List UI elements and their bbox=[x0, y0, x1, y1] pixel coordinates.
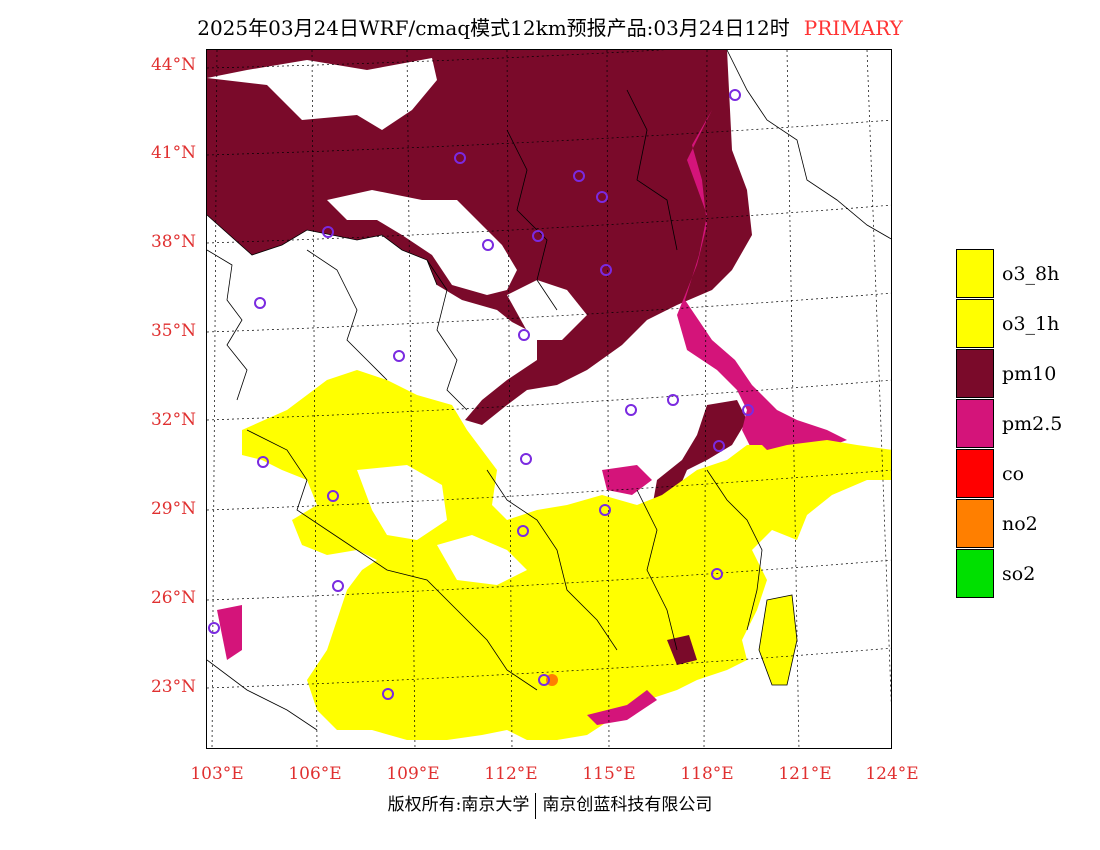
lon-label-109: 109°E bbox=[386, 764, 440, 784]
station-marker bbox=[254, 297, 266, 309]
lon-label-106: 106°E bbox=[288, 764, 342, 784]
lat-label-44: 44°N bbox=[150, 55, 196, 75]
lat-label-32: 32°N bbox=[150, 410, 196, 430]
legend-swatch bbox=[956, 299, 994, 348]
legend-swatch bbox=[956, 499, 994, 548]
station-marker bbox=[532, 230, 544, 242]
lon-label-115: 115°E bbox=[582, 764, 636, 784]
station-marker bbox=[518, 329, 530, 341]
station-marker bbox=[711, 568, 723, 580]
station-marker bbox=[327, 490, 339, 502]
station-marker bbox=[667, 394, 679, 406]
legend-item-o3-8h: o3_8h bbox=[956, 249, 1100, 299]
legend-label: pm2.5 bbox=[1002, 413, 1063, 435]
pm10-patch-south bbox=[667, 635, 697, 665]
lat-label-29: 29°N bbox=[150, 499, 196, 519]
legend-item-pm10: pm10 bbox=[956, 349, 1100, 399]
lon-label-112: 112°E bbox=[484, 764, 538, 784]
clear-gap-5 bbox=[437, 535, 527, 585]
graticule bbox=[207, 50, 891, 748]
station-marker bbox=[599, 504, 611, 516]
title-text: 2025年03月24日WRF/cmaq模式12km预报产品:03月24日12时 bbox=[197, 16, 790, 40]
station-marker bbox=[573, 170, 585, 182]
map-panel bbox=[206, 49, 892, 749]
lon-label-124: 124°E bbox=[865, 764, 919, 784]
legend-label: pm10 bbox=[1002, 363, 1057, 385]
lon-label-121: 121°E bbox=[778, 764, 832, 784]
station-marker bbox=[596, 191, 608, 203]
lat-label-26: 26°N bbox=[150, 588, 196, 608]
legend-swatch bbox=[956, 549, 994, 598]
clear-gap-2 bbox=[327, 190, 517, 295]
pm10-region-east bbox=[652, 400, 747, 508]
legend-swatch bbox=[956, 249, 994, 298]
station-marker bbox=[713, 440, 725, 452]
legend-label: o3_1h bbox=[1002, 313, 1060, 335]
map-canvas bbox=[207, 50, 891, 748]
legend-swatch bbox=[956, 349, 994, 398]
pollutant-legend: o3_8h o3_1h pm10 pm2.5 co no2 so2 bbox=[956, 249, 1100, 599]
copyright-left: 版权所有:南京大学 bbox=[387, 795, 530, 815]
station-marker bbox=[520, 453, 532, 465]
lat-label-38: 38°N bbox=[150, 232, 196, 252]
primary-tag: PRIMARY bbox=[803, 16, 903, 40]
legend-swatch bbox=[956, 449, 994, 498]
station-marker bbox=[600, 264, 612, 276]
legend-label: co bbox=[1002, 463, 1025, 485]
station-markers bbox=[208, 89, 754, 700]
legend-swatch bbox=[956, 399, 994, 448]
station-marker bbox=[332, 580, 344, 592]
footer-divider bbox=[535, 792, 537, 819]
lat-label-41: 41°N bbox=[150, 143, 196, 163]
legend-item-no2: no2 bbox=[956, 499, 1100, 549]
pm25-patch-1 bbox=[602, 465, 652, 495]
station-marker bbox=[393, 350, 405, 362]
station-marker bbox=[625, 404, 637, 416]
map-title: 2025年03月24日WRF/cmaq模式12km预报产品:03月24日12时 P… bbox=[0, 12, 1100, 41]
station-marker bbox=[454, 152, 466, 164]
lon-label-103: 103°E bbox=[190, 764, 244, 784]
legend-item-so2: so2 bbox=[956, 549, 1100, 599]
lat-label-35: 35°N bbox=[150, 321, 196, 341]
lat-label-23: 23°N bbox=[150, 677, 196, 697]
lon-label-118: 118°E bbox=[680, 764, 734, 784]
legend-label: so2 bbox=[1002, 563, 1036, 585]
station-marker bbox=[742, 404, 754, 416]
legend-label: o3_8h bbox=[1002, 263, 1060, 285]
station-marker bbox=[322, 226, 334, 238]
legend-item-o3-1h: o3_1h bbox=[956, 299, 1100, 349]
station-marker bbox=[729, 89, 741, 101]
station-marker bbox=[517, 525, 529, 537]
clear-gap-3 bbox=[507, 280, 587, 340]
pm25-patch-3 bbox=[217, 605, 242, 660]
station-marker bbox=[482, 239, 494, 251]
station-marker bbox=[257, 456, 269, 468]
copyright-footer: 版权所有:南京大学 南京创蓝科技有限公司 bbox=[0, 790, 1100, 819]
legend-label: no2 bbox=[1002, 513, 1038, 535]
legend-item-co: co bbox=[956, 449, 1100, 499]
boundary-lines bbox=[207, 50, 891, 731]
legend-item-pm25: pm2.5 bbox=[956, 399, 1100, 449]
o3-patch-taiwan bbox=[759, 595, 797, 685]
station-marker bbox=[382, 688, 394, 700]
pm25-region-coast bbox=[677, 110, 847, 470]
clear-gap-4 bbox=[357, 465, 447, 540]
station-marker bbox=[538, 674, 550, 686]
o3-region-south bbox=[242, 370, 891, 740]
copyright-right: 南京创蓝科技有限公司 bbox=[542, 795, 713, 815]
clear-gap-1 bbox=[207, 58, 437, 130]
station-marker bbox=[208, 622, 220, 634]
pm25-patch-4 bbox=[587, 690, 657, 725]
